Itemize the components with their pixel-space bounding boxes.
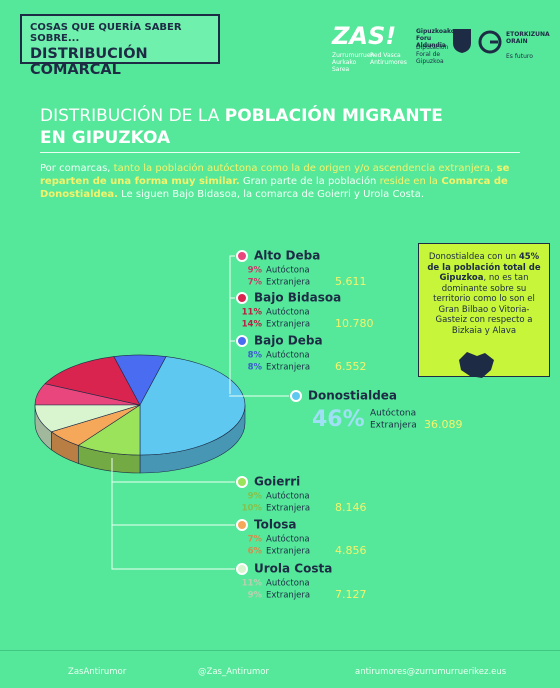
footer-link[interactable]: @Zas_Antirumor (198, 667, 269, 677)
series-label: Autóctona (266, 307, 310, 318)
value-label: 9% (248, 492, 263, 502)
legend-dot (236, 250, 248, 262)
value-label: 14% (242, 320, 263, 330)
leader-line (229, 297, 235, 367)
legend-label: Urola Costa (254, 562, 332, 576)
value-label: 6% (248, 547, 263, 557)
count-label: 36.089 (424, 418, 463, 431)
series-label: Extranjera (266, 504, 310, 514)
leader-line (229, 340, 235, 355)
title-part: EN GIPUZKOA (40, 128, 171, 148)
callout-text: Donostialdea con un (428, 252, 519, 262)
logo-text: Diputación Foral de Gipuzkoa (416, 44, 449, 65)
intro-text: tanto la población autóctona como la de … (113, 163, 494, 174)
header-box: COSAS QUE QUERÍA SABER SOBRE... DISTRIBU… (20, 14, 220, 78)
title: DISTRIBUCIÓN DE LA POBLACIÓN MIGRANTE EN … (40, 105, 443, 149)
count-label: 8.146 (335, 501, 367, 514)
series-label: Autóctona (266, 578, 310, 589)
count-label: 10.780 (335, 317, 374, 330)
intro: Por comarcas, tanto la población autócto… (40, 162, 520, 201)
legend-label: Bajo Bidasoa (254, 291, 341, 305)
logo-shield (453, 29, 471, 53)
header-title: DISTRIBUCIÓN COMARCAL (30, 46, 148, 78)
logo-text: Gipuzkoako Foru Aldundia (416, 28, 455, 49)
callout-text: , no es tan dominante sobre su territori… (433, 273, 535, 336)
footer-link[interactable]: antirumores@zurrumurruerikez.eus (355, 667, 507, 677)
value-label: 8% (248, 363, 263, 373)
intro-text: Comarca de Donostialdea. (40, 176, 508, 200)
series-label: Autóctona (370, 408, 416, 419)
count-label: 4.856 (335, 544, 367, 557)
count-label: 7.127 (335, 588, 367, 601)
series-label: Extranjera (370, 421, 417, 431)
footer-link[interactable]: ZasAntirumor (68, 667, 127, 677)
legend-label: Tolosa (254, 518, 296, 532)
value-label: 7% (248, 278, 263, 288)
title-part: POBLACIÓN MIGRANTE (224, 106, 443, 126)
callout: Donostialdea con un 45% de la población … (418, 243, 550, 377)
intro-text: Le siguen Bajo Bidasoa, la comarca de Go… (117, 189, 425, 200)
series-label: Extranjera (266, 547, 310, 557)
header-kicker: COSAS QUE QUERÍA SABER SOBRE... (30, 22, 182, 44)
logo-text: Zurrumurruen Aurkako Sarea (332, 52, 375, 73)
legend-label: Donostialdea (308, 389, 397, 403)
series-label: Extranjera (266, 320, 310, 330)
pie-slice (139, 356, 246, 456)
series-label: Extranjera (266, 363, 310, 373)
series-label: Autóctona (266, 534, 310, 545)
logo-zas: ZAS! (332, 22, 397, 50)
legend-dot (236, 519, 248, 531)
legend-dot (236, 563, 248, 575)
value-label: 7% (248, 535, 263, 545)
count-label: 5.611 (335, 275, 367, 288)
intro-text: Gran parte de la población (239, 176, 380, 187)
legend-dot (236, 476, 248, 488)
value-label: 11% (242, 308, 263, 318)
legend-label: Goierri (254, 475, 300, 489)
logo-text: Red Vasca Antirumores (370, 52, 407, 66)
series-label: Extranjera (266, 278, 310, 288)
value-label: 10% (242, 504, 263, 514)
value-label: 8% (248, 351, 263, 361)
intro-text: reside en la (379, 176, 438, 187)
legend-label: Alto Deba (254, 249, 320, 263)
intro-text: se reparten de una forma muy similar. (40, 163, 510, 187)
footer: ZasAntirumor @Zas_Antirumor antirumores@… (0, 650, 560, 688)
value-label: 9% (248, 266, 263, 276)
pie-slice (44, 356, 141, 406)
divider (40, 152, 520, 153)
leader-line (229, 255, 235, 395)
series-label: Autóctona (266, 265, 310, 276)
pie-slice (34, 404, 141, 433)
title-part: DISTRIBUCIÓN DE LA (40, 106, 225, 126)
intro-text: Por comarcas, (40, 163, 114, 174)
logo-text: Es futuro (506, 53, 533, 60)
callout-text: 45% de la población total de Gipuzkoa (427, 252, 541, 283)
value-label: 9% (248, 591, 263, 601)
logo-text: ETORKIZUNA ORAIN (506, 31, 550, 45)
leader-line (111, 478, 235, 526)
series-label: Extranjera (266, 591, 310, 601)
legend-label: Bajo Deba (254, 334, 323, 348)
legend-dot (290, 390, 302, 402)
series-label: Autóctona (266, 350, 310, 361)
value-label: 46% (312, 407, 365, 432)
gipuzkoa-map (459, 352, 494, 378)
series-label: Autóctona (266, 491, 310, 502)
legend-dot (236, 292, 248, 304)
legend-dot (236, 335, 248, 347)
leader-line (111, 457, 235, 570)
count-label: 6.552 (335, 360, 367, 373)
logo-circle (478, 30, 502, 54)
value-label: 11% (242, 579, 263, 589)
